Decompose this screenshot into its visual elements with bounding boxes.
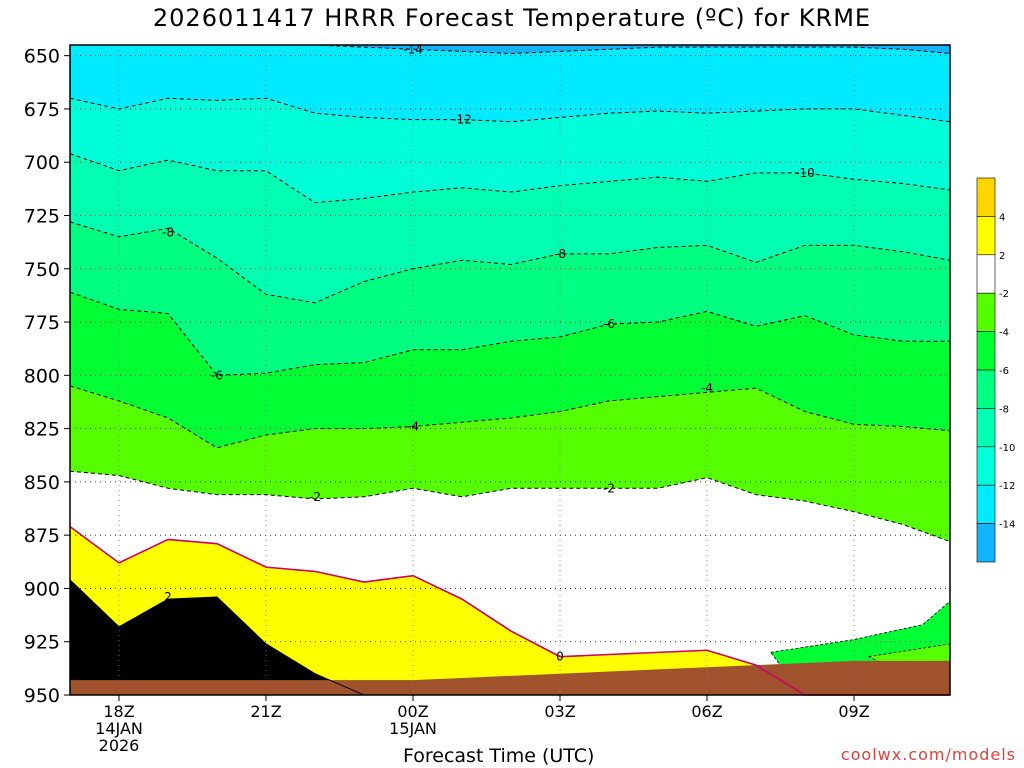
isoline-label-9: -2 bbox=[309, 490, 321, 504]
colorbar-legend: 4 2 -2 -4 -6 -8 -10 -12 -14 bbox=[976, 177, 1015, 563]
isoline-label-6: -6 bbox=[603, 317, 615, 331]
y-tick-label-725: 725 bbox=[24, 205, 60, 227]
isoline--8 bbox=[69, 221, 951, 304]
x-tick-label-00Z-0: 00Z bbox=[397, 702, 428, 721]
y-tick-label-900: 900 bbox=[24, 578, 60, 600]
y-tick-label-850: 850 bbox=[24, 472, 60, 494]
isoline-label-2: -10 bbox=[795, 166, 815, 180]
chart-title: 2026011417 HRRR Forecast Temperature (ºC… bbox=[152, 4, 872, 32]
isoline-label-11: 0 bbox=[556, 650, 564, 664]
isoline--4 bbox=[69, 385, 951, 449]
colorbar-bin-8 bbox=[976, 484, 996, 524]
x-tick-label-06Z-0: 06Z bbox=[691, 702, 722, 721]
isoline-label-4: -8 bbox=[554, 247, 566, 261]
y-tick-label-750: 750 bbox=[24, 259, 60, 281]
colorbar-bin-6 bbox=[976, 408, 996, 448]
x-tick-label-21Z-0: 21Z bbox=[250, 702, 281, 721]
colorbar-label-2: -2 bbox=[999, 289, 1009, 300]
colorbar-label-7: -12 bbox=[999, 481, 1015, 492]
colorbar-bin-7 bbox=[976, 446, 996, 486]
colorbar-label-1: 2 bbox=[999, 251, 1005, 262]
watermark: coolwx.com/models bbox=[840, 745, 1016, 764]
x-tick-label-03Z-0: 03Z bbox=[544, 702, 575, 721]
y-axis: 650 675 700 725 750 775 800 825 850 875 900 925 950 bbox=[24, 46, 70, 707]
y-tick-label-950: 950 bbox=[24, 685, 60, 707]
y-tick-label-650: 650 bbox=[24, 46, 60, 68]
x-tick-label-18Z-2: 2026 bbox=[99, 736, 140, 755]
terrain-fill bbox=[70, 660, 950, 695]
isoline-label-0: -14 bbox=[403, 42, 423, 56]
isoline-label-12: 2 bbox=[164, 590, 172, 604]
x-axis-label: Forecast Time (UTC) bbox=[403, 745, 595, 767]
colorbar-bin-1 bbox=[976, 216, 996, 256]
colorbar-bin-2 bbox=[976, 254, 996, 294]
colorbar-bin-9 bbox=[976, 523, 996, 563]
band-below-2 bbox=[70, 579, 950, 695]
y-tick-label-825: 825 bbox=[24, 419, 60, 441]
isoline-label-3: -8 bbox=[162, 226, 174, 240]
terrain-layer bbox=[70, 660, 950, 695]
x-tick-label-09Z-0: 09Z bbox=[838, 702, 869, 721]
isoline-label-10: -2 bbox=[603, 481, 615, 495]
colorbar-label-8: -14 bbox=[999, 520, 1015, 531]
colorbar-bin-4 bbox=[976, 331, 996, 371]
isoline--12 bbox=[69, 97, 951, 123]
y-tick-label-875: 875 bbox=[24, 525, 60, 547]
y-tick-label-675: 675 bbox=[24, 99, 60, 121]
temperature-fills bbox=[70, 45, 951, 695]
colorbar-bin-5 bbox=[976, 369, 996, 409]
isoline--6 bbox=[69, 291, 950, 376]
colorbar-label-4: -6 bbox=[999, 366, 1009, 377]
isoline-label-8: -4 bbox=[701, 381, 713, 395]
y-tick-label-925: 925 bbox=[24, 632, 60, 654]
isotherm-labels: -14 -12 -10 -8 -8 -6 -6 -4 -4 -2 -2 0 2 bbox=[162, 42, 815, 663]
isoline-label-1: -12 bbox=[452, 113, 472, 127]
x-tick-label-18Z-1: 14JAN bbox=[95, 719, 143, 738]
isoline-label-7: -4 bbox=[407, 419, 419, 433]
isoline-label-5: -6 bbox=[211, 368, 223, 382]
colorbar-label-3: -4 bbox=[999, 328, 1009, 339]
y-tick-label-700: 700 bbox=[24, 152, 60, 174]
band-below-0 bbox=[70, 526, 950, 695]
x-tick-label-18Z-0: 18Z bbox=[103, 702, 134, 721]
colorbar-label-5: -8 bbox=[999, 404, 1009, 415]
colorbar-bin-0 bbox=[976, 177, 996, 217]
colorbar-label-0: 4 bbox=[999, 212, 1005, 223]
isoline--2 bbox=[69, 470, 951, 543]
colorbar-bin-3 bbox=[976, 292, 996, 332]
plot-frame bbox=[69, 44, 951, 696]
y-tick-label-775: 775 bbox=[24, 312, 60, 334]
x-tick-label-00Z-1: 15JAN bbox=[389, 719, 437, 738]
colorbar-label-6: -10 bbox=[999, 443, 1015, 454]
y-tick-label-800: 800 bbox=[24, 365, 60, 387]
isoline--10 bbox=[69, 153, 951, 204]
